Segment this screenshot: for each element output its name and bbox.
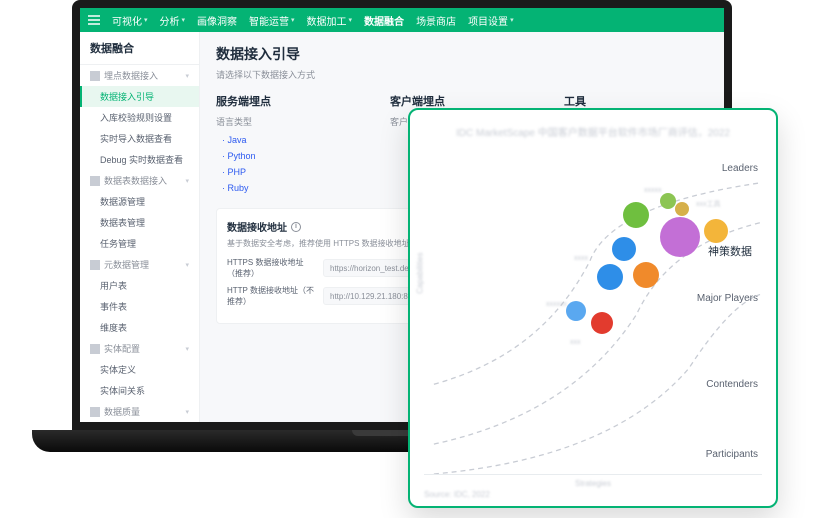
chart-bubble	[704, 219, 728, 243]
sidebar-item[interactable]: 事件表	[80, 296, 199, 317]
x-axis-label: Strategies	[424, 479, 762, 488]
chart-area: Capabilities 神策数据 LeadersMajor PlayersCo…	[424, 145, 762, 475]
chart-bubble	[612, 237, 636, 261]
sidebar-item[interactable]: 维度表	[80, 317, 199, 338]
chart-bubble	[597, 264, 623, 290]
sidebar-item[interactable]: 实体定义	[80, 359, 199, 380]
sidebar-group-header[interactable]: 数据表数据接入▾	[80, 170, 199, 191]
address-label: HTTP 数据接收地址（不推荐）	[227, 285, 317, 307]
bubble-label: xxx	[570, 339, 581, 346]
address-label: HTTPS 数据接收地址（推荐）	[227, 257, 317, 279]
chart-bubble	[591, 312, 613, 334]
topbar-item[interactable]: 分析▾	[160, 13, 186, 28]
topbar: 可视化▾ 分析▾ 画像洞察智能运营▾ 数据加工▾ 数据融合场景商店项目设置▾	[80, 8, 724, 32]
callout-label: 神策数据	[708, 243, 752, 259]
page-title: 数据接入引导	[216, 44, 708, 64]
endpoint-title: 客户端埋点	[390, 93, 534, 109]
lang-link[interactable]: · Ruby	[216, 180, 360, 196]
chart-bubble	[566, 301, 586, 321]
chart-bubble	[633, 262, 659, 288]
sidebar-group-header[interactable]: 元数据管理▾	[80, 254, 199, 275]
chart-bubble	[675, 202, 689, 216]
endpoint-column: 服务端埋点语言类型 · Java· Python· PHP· Ruby	[216, 93, 360, 196]
chart-bubble	[623, 202, 649, 228]
lang-link[interactable]: · PHP	[216, 164, 360, 180]
topbar-item[interactable]: 场景商店	[416, 13, 456, 28]
y-axis-label: Capabilities	[416, 252, 425, 293]
chart-source: Source: IDC, 2022	[424, 490, 762, 499]
band-label: Leaders	[722, 163, 758, 174]
bubble-label: xxxxx	[644, 187, 662, 194]
sidebar-item[interactable]: 数据源管理	[80, 191, 199, 212]
endpoint-subtitle: 语言类型	[216, 115, 360, 128]
endpoint-title: 工具	[564, 93, 708, 109]
sidebar-item[interactable]: 数据表管理	[80, 212, 199, 233]
band-label: Major Players	[697, 293, 758, 304]
page-subtitle: 请选择以下数据接入方式	[216, 68, 708, 81]
sidebar-item[interactable]: 用户表	[80, 275, 199, 296]
bubble-label: xxx工具	[696, 199, 721, 209]
chart-bubble	[660, 217, 700, 257]
chart-title: IDC MarketScape 中国客户数据平台软件市场厂商评估，2022	[424, 124, 762, 139]
endpoint-title: 服务端埋点	[216, 93, 360, 109]
bubble-label: xxxxxx	[546, 301, 567, 308]
topbar-item[interactable]: 画像洞察	[197, 13, 237, 28]
topbar-item[interactable]: 数据融合	[364, 13, 404, 28]
chart-curves	[424, 145, 762, 474]
sidebar-group-header[interactable]: 数据质量▾	[80, 401, 199, 422]
chart-card: IDC MarketScape 中国客户数据平台软件市场厂商评估，2022 Ca…	[408, 108, 778, 508]
band-label: Contenders	[706, 379, 758, 390]
sidebar-title: 数据融合	[80, 32, 199, 65]
sidebar-item[interactable]: 实体间关系	[80, 380, 199, 401]
sidebar: 数据融合 埋点数据接入▾数据接入引导入库校验规则设置实时导入数据查看Debug …	[80, 32, 200, 422]
lang-link[interactable]: · Python	[216, 148, 360, 164]
sidebar-item[interactable]: 入库校验规则设置	[80, 107, 199, 128]
sidebar-item[interactable]: 任务管理	[80, 233, 199, 254]
sidebar-item[interactable]: 实时导入数据查看	[80, 128, 199, 149]
sidebar-group-header[interactable]: 实体配置▾	[80, 338, 199, 359]
band-label: Participants	[706, 449, 758, 460]
hamburger-icon[interactable]	[88, 15, 100, 25]
chart-bubble	[660, 193, 676, 209]
sidebar-item[interactable]: Debug 实时数据查看	[80, 149, 199, 170]
sidebar-item[interactable]: 数据接入引导	[80, 86, 199, 107]
topbar-item[interactable]: 智能运营▾	[249, 13, 295, 28]
lang-link[interactable]: · Java	[216, 132, 360, 148]
sidebar-group-header[interactable]: 埋点数据接入▾	[80, 65, 199, 86]
topbar-item[interactable]: 项目设置▾	[468, 13, 514, 28]
bubble-label: xxxx	[574, 255, 588, 262]
topbar-item[interactable]: 可视化▾	[112, 13, 148, 28]
info-icon[interactable]: i	[291, 222, 301, 232]
topbar-item[interactable]: 数据加工▾	[307, 13, 353, 28]
